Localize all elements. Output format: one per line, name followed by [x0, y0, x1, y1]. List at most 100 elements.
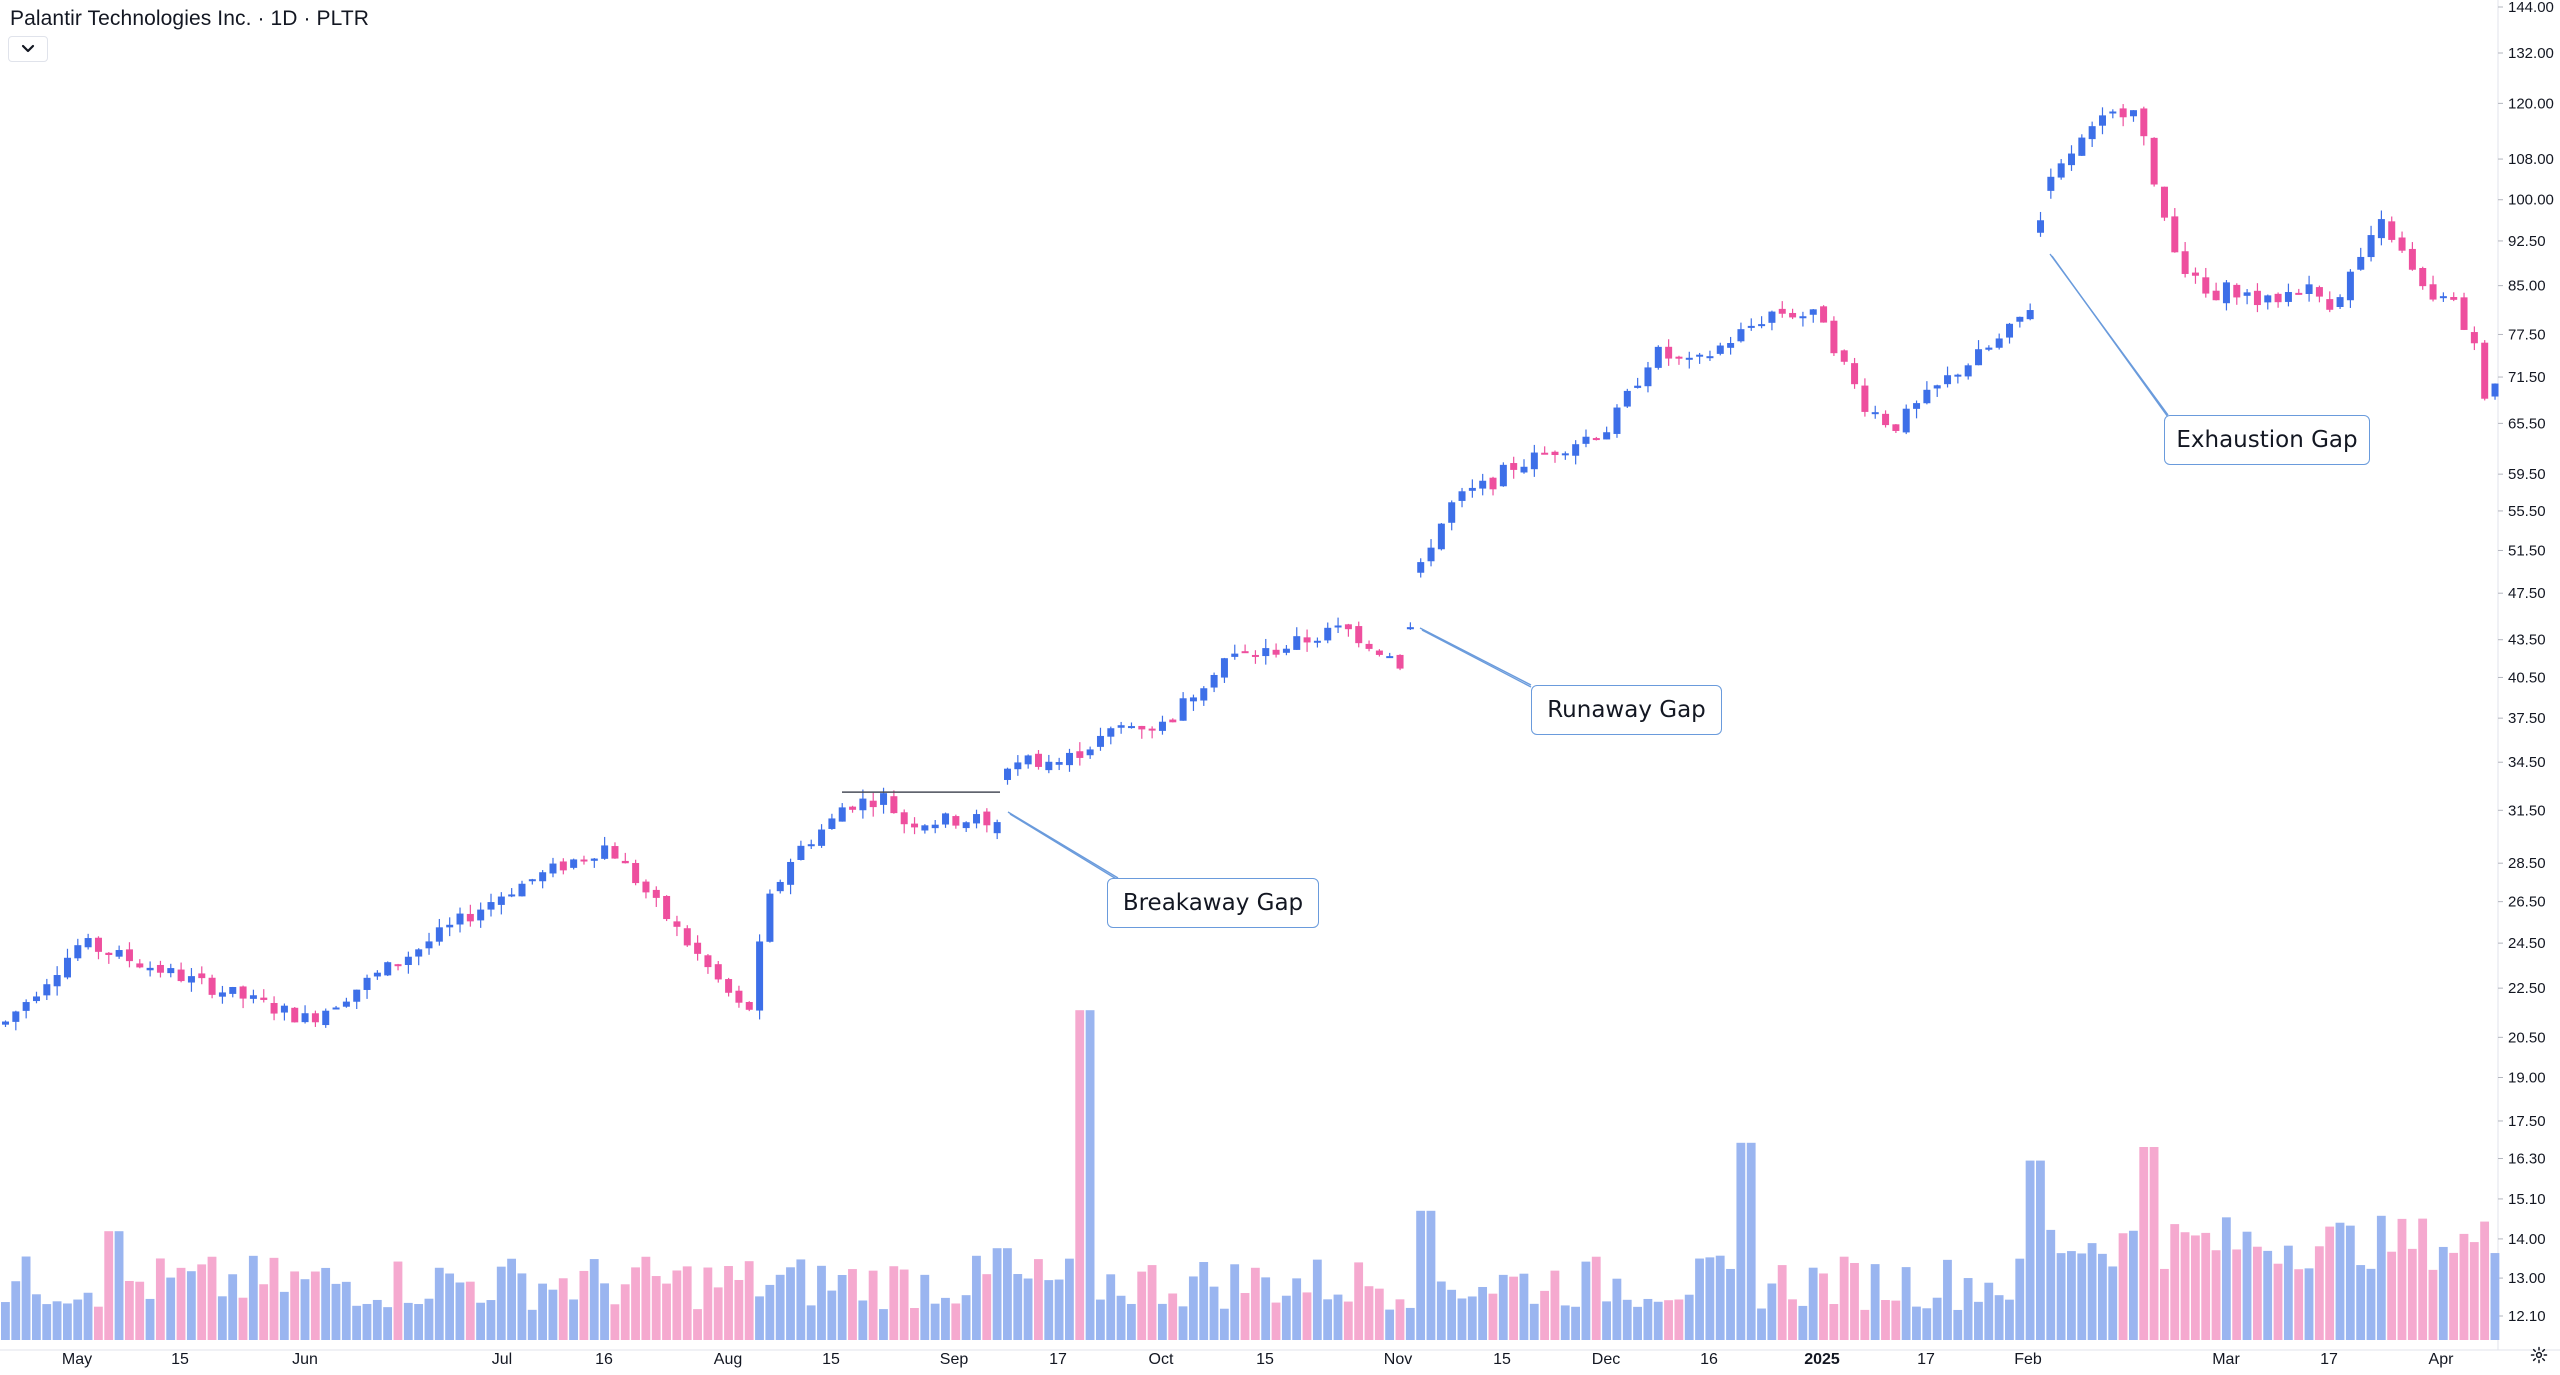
volume-bar — [1953, 1309, 1963, 1340]
candle-body — [1985, 347, 1993, 350]
candle-body — [1355, 626, 1363, 644]
volume-bar — [1684, 1294, 1694, 1340]
candle-body — [1272, 649, 1280, 655]
price-tick-label: 37.50 — [2508, 710, 2546, 727]
candle-body — [446, 924, 454, 928]
volume-bar — [682, 1266, 692, 1340]
volume-bar — [1726, 1268, 1735, 1340]
volume-bar — [362, 1303, 372, 1340]
volume-bar — [2190, 1235, 2200, 1340]
candle-body — [2408, 248, 2416, 270]
candle-body — [2326, 299, 2334, 310]
candle-body — [384, 962, 392, 976]
candle-body — [1251, 654, 1259, 657]
volume-bar — [879, 1309, 888, 1340]
volume-bar — [2335, 1222, 2345, 1340]
candle-body — [2068, 153, 2075, 166]
volume-bar — [2087, 1243, 2097, 1340]
volume-bar — [2345, 1225, 2355, 1340]
time-tick-label: 16 — [595, 1351, 613, 1368]
volume-bar — [2356, 1265, 2366, 1340]
candle-body — [766, 893, 774, 942]
volume-bar — [2376, 1215, 2386, 1340]
candle-body — [539, 872, 547, 882]
volume-bar — [2283, 1245, 2293, 1340]
candle-body — [2450, 297, 2458, 300]
volume-bar — [2046, 1229, 2056, 1340]
candle-body — [621, 860, 629, 864]
volume-bar — [2407, 1248, 2417, 1340]
candle-body — [528, 879, 536, 882]
volume-bar — [1901, 1267, 1911, 1340]
candle-body — [1603, 432, 1611, 440]
volume-bar — [1003, 1248, 1012, 1340]
candle-body — [756, 941, 764, 1011]
candle-body — [1696, 354, 1704, 357]
candle-body — [332, 1007, 340, 1010]
settings-button[interactable] — [2528, 1344, 2550, 1366]
candle-body — [1830, 320, 1838, 354]
volume-bar — [1426, 1210, 1436, 1340]
candle-body — [12, 1011, 20, 1022]
candle-body — [1086, 749, 1094, 756]
volume-bar — [848, 1269, 857, 1340]
candle-body — [1871, 412, 1879, 415]
volume-bar — [2211, 1250, 2221, 1340]
volume-bar — [145, 1298, 155, 1340]
candle-body — [1840, 350, 1848, 362]
candle-body — [53, 975, 61, 987]
candle-body — [1675, 356, 1683, 359]
price-tick-label: 14.00 — [2508, 1231, 2546, 1248]
price-tick-label: 51.50 — [2508, 542, 2546, 559]
volume-bar — [238, 1297, 248, 1340]
volume-bar — [1984, 1282, 1994, 1340]
annotation-pointer-b — [1421, 629, 1532, 688]
candle-body — [322, 1010, 330, 1026]
candle-body — [1282, 648, 1290, 653]
price-tick-label: 34.50 — [2508, 754, 2546, 771]
legend-toggle-button[interactable] — [8, 36, 48, 62]
volume-bar — [176, 1267, 186, 1340]
candle-body — [2388, 221, 2396, 240]
volume-bar — [73, 1299, 83, 1340]
volume-bar — [1994, 1295, 2004, 1340]
volume-bar — [1240, 1293, 1250, 1340]
volume-bar — [2139, 1147, 2149, 1340]
candle-body — [1055, 762, 1063, 765]
volume-bar — [1550, 1270, 1560, 1340]
volume-bar — [1757, 1308, 1766, 1340]
time-tick-label: 15 — [822, 1351, 840, 1368]
volume-bar — [1106, 1274, 1116, 1340]
price-tick-label: 65.50 — [2508, 415, 2546, 432]
volume-bar — [2056, 1253, 2066, 1340]
candle-body — [601, 845, 609, 859]
candle-body — [983, 811, 991, 826]
candle-body — [1324, 627, 1332, 641]
volume-bar — [1478, 1286, 1488, 1340]
volume-bar — [1622, 1299, 1632, 1340]
candle-body — [869, 800, 877, 808]
volume-bar — [1292, 1278, 1302, 1340]
volume-bar — [403, 1302, 413, 1340]
candle-body — [2181, 251, 2189, 274]
volume-bar — [1147, 1265, 1157, 1340]
candle-body — [1923, 389, 1931, 404]
volume-bar — [899, 1269, 909, 1340]
candle-body — [642, 881, 650, 893]
candle-body — [2026, 310, 2034, 320]
volume-bar — [1416, 1210, 1426, 1340]
candle-body — [1220, 658, 1228, 678]
candle-body — [2, 1021, 9, 1025]
price-tick-label: 120.00 — [2508, 95, 2554, 112]
volume-bar — [1695, 1258, 1704, 1340]
volume-bar — [1963, 1278, 1973, 1340]
candle-body — [1592, 438, 1600, 441]
candle-body — [1654, 346, 1662, 368]
time-tick-label: 17 — [1049, 1351, 1067, 1368]
volume-bar — [269, 1257, 279, 1340]
time-axis: May 15 Jun Jul 16 Aug 15 Sep 17 Oct 15 Nov 15 Dec 16 20… — [62, 1351, 2454, 1368]
candle-body — [342, 1001, 350, 1007]
candle-body — [993, 822, 1001, 834]
volume-bar — [1943, 1259, 1952, 1340]
